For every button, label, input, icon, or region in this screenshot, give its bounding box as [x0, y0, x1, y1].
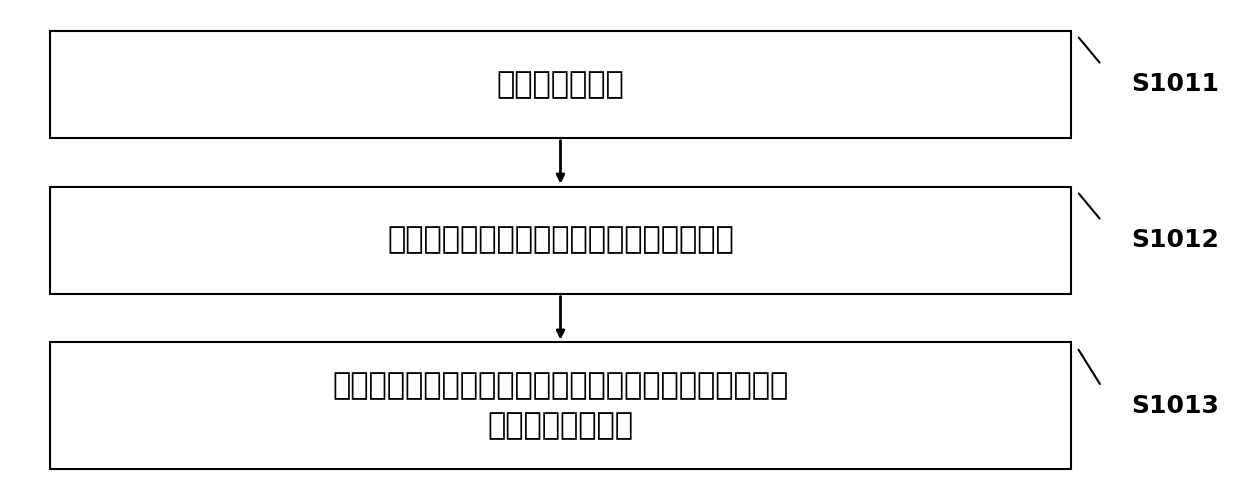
Text: S1012: S1012	[1131, 228, 1219, 252]
Text: S1011: S1011	[1131, 72, 1219, 96]
FancyBboxPatch shape	[50, 187, 1070, 294]
Text: 获得去损伤硅片: 获得去损伤硅片	[497, 70, 624, 98]
Text: 利用碱溶液对所述去损伤硅片进行制绒处理: 利用碱溶液对所述去损伤硅片进行制绒处理	[387, 225, 733, 255]
Text: S1013: S1013	[1131, 394, 1219, 418]
FancyBboxPatch shape	[50, 30, 1070, 138]
FancyBboxPatch shape	[50, 343, 1070, 469]
Text: 对制绒后硅片的所述正面进行磷掺杂形成所述扩散层，得
到所述预处理硅片: 对制绒后硅片的所述正面进行磷掺杂形成所述扩散层，得 到所述预处理硅片	[332, 371, 788, 441]
